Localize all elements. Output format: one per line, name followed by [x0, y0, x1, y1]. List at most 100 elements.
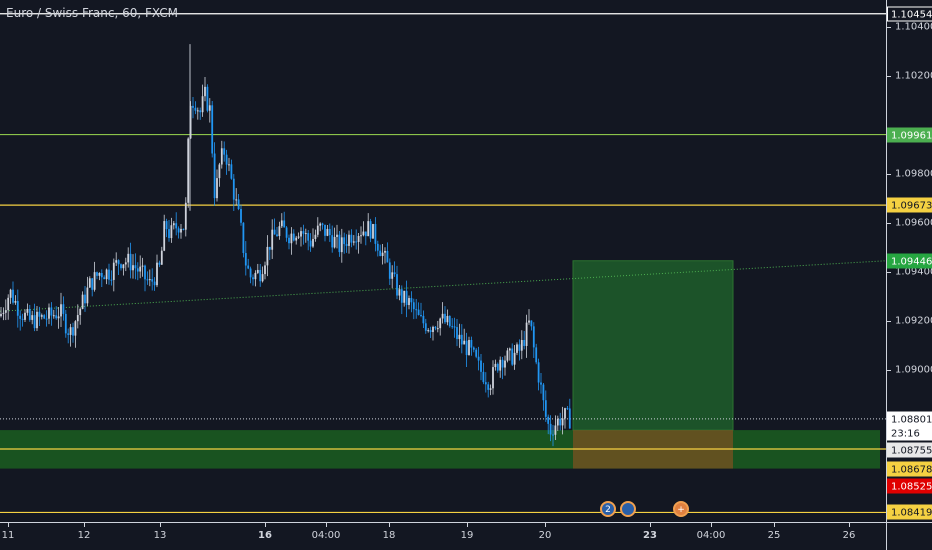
candle-body: [321, 223, 324, 225]
economic-event-icon[interactable]: [620, 501, 636, 517]
candle-body: [156, 262, 158, 286]
chart-canvas[interactable]: [0, 0, 887, 522]
candle-body: [273, 229, 276, 235]
candle-body: [288, 237, 290, 244]
time-tick-label: 20: [538, 530, 552, 541]
candle-body: [230, 164, 233, 179]
time-tick-label: 04:00: [311, 530, 341, 541]
price-tick: [887, 174, 891, 175]
candle-body: [139, 266, 142, 272]
candle-body: [256, 269, 259, 273]
price-tick-label: 1.09000: [895, 364, 932, 376]
candle-body: [456, 327, 458, 340]
candle-body: [350, 234, 353, 243]
candle-body: [268, 246, 271, 250]
time-tick: [650, 523, 651, 527]
time-tick: [774, 523, 775, 527]
candle-body: [4, 310, 7, 313]
candle-body: [424, 323, 427, 331]
candle-body: [278, 226, 281, 237]
candle-body: [220, 148, 223, 165]
candle-body: [254, 272, 257, 280]
candle-body: [374, 224, 377, 244]
axis-corner: [886, 522, 932, 550]
candle-body: [129, 253, 132, 271]
candle-body: [482, 371, 485, 383]
trend-line: [0, 260, 887, 312]
candle-body: [225, 154, 228, 165]
candle-body: [170, 225, 173, 239]
candle-body: [388, 262, 391, 279]
candle-body: [228, 164, 230, 166]
candle-body: [177, 228, 180, 233]
candle-body: [549, 423, 552, 435]
price-badge: 1.09961: [887, 127, 932, 143]
candle-body: [415, 309, 418, 311]
candle-body: [285, 227, 288, 238]
candle-body: [232, 178, 235, 200]
price-badge: 1.09446: [887, 253, 932, 269]
price-chart[interactable]: Euro / Swiss Franc, 60, FXCM 2 +: [0, 0, 887, 522]
price-badge: 1.09673: [887, 197, 932, 213]
candle-body: [324, 224, 326, 236]
position-profit-area: [572, 260, 734, 431]
price-tick-label: 1.10400: [895, 21, 932, 33]
candle-body: [187, 138, 190, 203]
candle-body: [9, 289, 12, 298]
candle-body: [64, 313, 67, 334]
candle-body: [556, 418, 559, 426]
candle-body: [38, 311, 41, 317]
candle-body: [74, 321, 77, 336]
candle-body: [55, 315, 58, 319]
candle-body: [16, 301, 19, 316]
candle-body: [79, 308, 82, 316]
candle-body: [76, 315, 79, 322]
price-axis[interactable]: 1.10400 1.10200 1.09800 1.09600 1.09400 1.092…: [886, 0, 932, 522]
candle-body: [429, 330, 432, 333]
time-tick-label: 23: [643, 530, 657, 541]
candle-body: [532, 326, 535, 348]
candle-body: [242, 222, 245, 254]
candle-body: [120, 264, 122, 269]
candle-body: [408, 298, 410, 306]
candle-body: [52, 315, 55, 317]
dividend-event-icon[interactable]: +: [673, 501, 689, 517]
candle-body: [316, 225, 319, 235]
candle-body: [21, 318, 24, 320]
price-tick-label: 1.10200: [895, 70, 932, 82]
time-tick: [8, 523, 9, 527]
candle-body: [249, 268, 252, 278]
candle-body: [499, 359, 502, 371]
candle-body: [564, 408, 566, 419]
candle-body: [100, 272, 103, 278]
candle-body: [518, 344, 521, 351]
candle-body: [309, 240, 312, 247]
candle-body: [151, 279, 154, 282]
candle-body: [561, 418, 564, 426]
chart-title: Euro / Swiss Franc, 60, FXCM: [6, 6, 178, 20]
candle-body: [448, 315, 451, 327]
candle-body: [103, 277, 106, 280]
candle-body: [168, 229, 170, 239]
candle-body: [439, 318, 442, 329]
candle-body: [201, 96, 204, 113]
time-tick-label: 11: [1, 530, 15, 541]
candle-body: [391, 272, 394, 279]
candle-body: [93, 272, 96, 290]
candle-body: [460, 334, 463, 345]
candle-body: [204, 86, 206, 97]
candle-body: [513, 352, 516, 365]
price-tick: [887, 321, 891, 323]
candle-body: [134, 265, 137, 269]
candle-body: [410, 298, 413, 303]
time-axis[interactable]: 11 12 13 16 04:00 18 19 20 23 04:00 25 26: [0, 522, 886, 550]
candle-body: [62, 304, 65, 314]
candle-body: [393, 272, 396, 275]
economic-event-icon[interactable]: 2: [600, 501, 616, 517]
candle-body: [24, 312, 26, 320]
candle-body: [328, 228, 331, 236]
price-badge: 1.08801: [887, 411, 932, 427]
candle-body: [441, 313, 444, 319]
price-badge: 1.08525: [887, 478, 932, 494]
candle-body: [501, 359, 504, 368]
